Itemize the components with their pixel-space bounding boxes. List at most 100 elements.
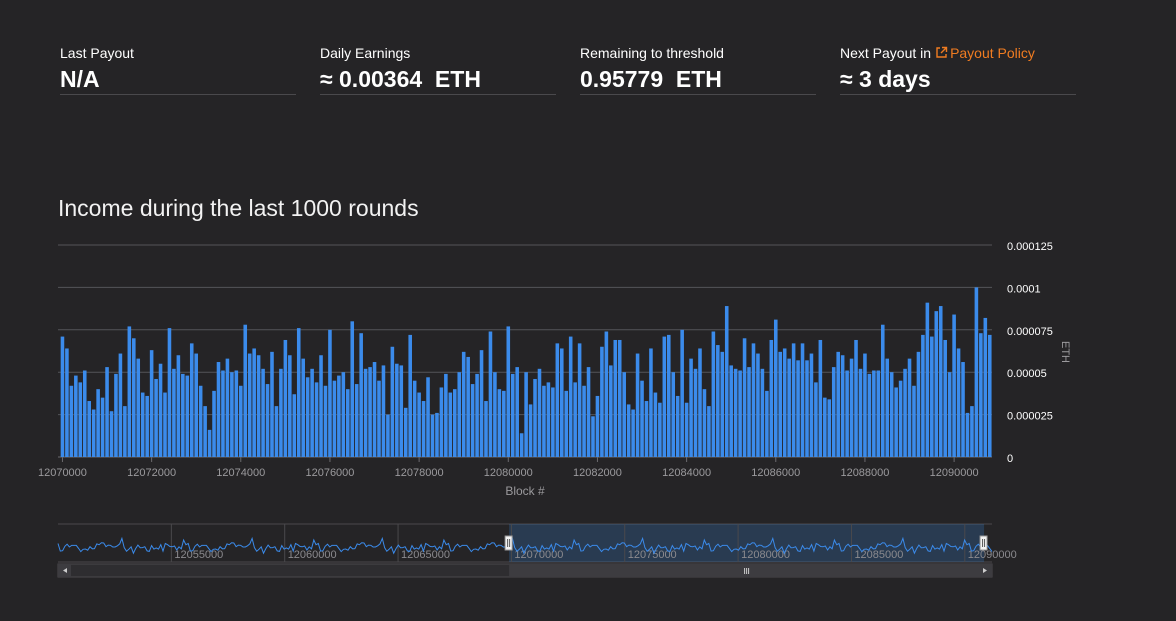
scrollbar-track <box>57 563 993 578</box>
bar <box>711 331 716 457</box>
bar <box>943 339 947 457</box>
bar <box>377 380 381 457</box>
navigator-tick-label: 12055000 <box>174 549 223 561</box>
bar <box>675 395 680 457</box>
bar <box>123 406 127 457</box>
bar <box>827 399 832 457</box>
bar <box>635 353 640 457</box>
bar <box>858 368 863 457</box>
bar <box>488 331 493 457</box>
bar <box>96 389 100 457</box>
bar-series <box>60 287 992 457</box>
bar <box>814 382 818 457</box>
bar <box>640 380 644 457</box>
bar <box>586 367 591 457</box>
bar <box>987 334 992 457</box>
bar <box>604 331 609 457</box>
bar <box>818 339 823 457</box>
bar <box>738 370 742 457</box>
bar <box>506 326 511 457</box>
bar <box>332 380 337 457</box>
bar <box>479 350 484 457</box>
bar <box>221 370 225 457</box>
x-tick-label: 12078000 <box>395 467 444 479</box>
bar <box>118 353 123 457</box>
bar <box>247 353 252 457</box>
bar <box>493 372 497 457</box>
bar <box>328 329 332 457</box>
bar <box>769 339 774 457</box>
bar <box>203 406 207 457</box>
bar <box>778 351 783 457</box>
bar <box>845 370 849 457</box>
next-payout-label: Next Payout in <box>840 45 932 61</box>
y-tick-label: 0.0001 <box>1007 283 1041 295</box>
bar <box>519 433 524 457</box>
bar <box>234 370 239 457</box>
x-tick-label: 12090000 <box>930 467 979 479</box>
bar <box>560 348 564 457</box>
bar <box>626 404 631 457</box>
bar <box>983 317 988 457</box>
bar <box>372 362 377 457</box>
bar <box>720 351 725 457</box>
bar <box>368 367 372 457</box>
bar <box>279 368 283 457</box>
payout-policy-link[interactable]: Payout Policy <box>950 45 1035 61</box>
bar <box>921 334 925 457</box>
bar <box>912 385 916 457</box>
bar <box>880 324 885 457</box>
stat-next-payout: Next Payout in Payout Policy ≈ 3 days <box>840 44 1076 95</box>
stat-value: ≈ 3 days <box>840 66 931 92</box>
bar <box>849 358 854 457</box>
bar <box>390 346 395 457</box>
x-tick-label: 12088000 <box>840 467 889 479</box>
bar <box>78 382 83 457</box>
bar <box>114 373 118 457</box>
bar <box>805 360 809 457</box>
bar <box>689 358 693 457</box>
bar <box>435 412 439 457</box>
bar <box>555 343 560 457</box>
x-tick-label: 12076000 <box>305 467 354 479</box>
bar <box>662 336 667 457</box>
bar <box>510 373 515 457</box>
bar <box>551 387 555 457</box>
bar <box>613 339 618 457</box>
bar <box>733 368 738 457</box>
bar <box>600 346 604 457</box>
bar <box>809 353 814 457</box>
bar <box>359 333 363 457</box>
bar <box>399 365 404 457</box>
bar <box>542 385 546 457</box>
bar <box>189 343 194 457</box>
y-axis-label: ETH <box>1059 341 1071 363</box>
chart-grid <box>58 244 992 458</box>
bar <box>885 358 890 457</box>
bar <box>537 368 542 457</box>
bar <box>252 348 256 457</box>
bar <box>649 348 653 457</box>
bar <box>609 365 613 457</box>
bar <box>791 343 796 457</box>
navigator-tick-label: 12060000 <box>288 549 337 561</box>
bar <box>876 370 881 457</box>
x-tick-label: 12072000 <box>127 467 176 479</box>
x-tick-label: 12086000 <box>751 467 800 479</box>
bar <box>314 382 319 457</box>
bar <box>925 302 930 457</box>
bar <box>354 384 359 457</box>
x-axis: 12070000 12072000 12074000 12076000 12078000… <box>38 457 979 479</box>
bar <box>466 356 470 457</box>
bar <box>867 373 872 457</box>
bar <box>952 314 956 457</box>
bar <box>82 370 87 457</box>
bar <box>292 394 297 457</box>
bar <box>622 372 626 457</box>
stat-label: Remaining to threshold <box>580 45 724 61</box>
y-tick-label: 0.000125 <box>1007 241 1053 253</box>
navigator-handle <box>504 535 513 551</box>
bar <box>796 360 800 457</box>
chart-title: Income during the last 1000 rounds <box>58 195 419 221</box>
y-tick-label: 0 <box>1007 453 1013 465</box>
